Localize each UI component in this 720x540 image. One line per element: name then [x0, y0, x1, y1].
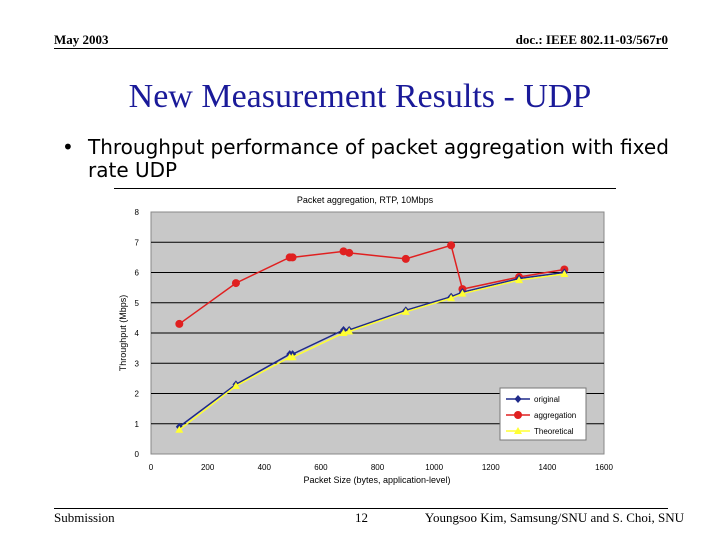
x-tick-label: 1600 — [595, 463, 613, 472]
footer-submission: Submission — [54, 510, 115, 525]
y-axis-label: Throughput (Mbps) — [118, 295, 128, 372]
y-tick-label: 8 — [135, 208, 140, 217]
y-tick-label: 4 — [135, 329, 140, 338]
header-rule — [54, 48, 668, 49]
y-tick-label: 6 — [135, 269, 140, 278]
data-point-triangle — [514, 427, 522, 434]
x-axis-label: Packet Size (bytes, application-level) — [303, 475, 450, 485]
footer-authors: Youngsoo Kim, Samsung/SNU and S. Choi, S… — [424, 510, 684, 525]
x-tick-label: 800 — [371, 463, 385, 472]
x-tick-labels: 0 200 400 600 800 1000 1200 1400 1600 — [149, 463, 614, 472]
throughput-chart: Packet aggregation, RTP, 10Mbps 0 1 2 3 4 5 6 7… — [114, 188, 616, 485]
legend-label: Theoretical — [534, 427, 574, 436]
legend-label: original — [534, 395, 560, 404]
x-tick-label: 0 — [149, 463, 154, 472]
x-tick-label: 200 — [201, 463, 215, 472]
y-tick-label: 0 — [135, 450, 140, 459]
bullet-symbol: • — [62, 135, 74, 159]
data-point-circle — [447, 241, 456, 250]
page-number: 12 — [355, 510, 368, 525]
y-tick-label: 7 — [135, 238, 140, 247]
legend-label: aggregation — [534, 411, 576, 420]
data-point-circle — [231, 279, 240, 288]
chart-title: Packet aggregation, RTP, 10Mbps — [297, 195, 434, 205]
data-point-circle — [288, 253, 297, 262]
data-point-triangle — [288, 353, 297, 361]
data-point-triangle — [401, 307, 410, 315]
x-tick-label: 1400 — [538, 463, 556, 472]
y-tick-label: 2 — [135, 390, 140, 399]
data-point-triangle — [560, 270, 569, 278]
x-tick-label: 400 — [258, 463, 272, 472]
data-point-triangle — [175, 425, 184, 433]
footer-rule — [54, 508, 668, 509]
slide-title: New Measurement Results - UDP — [128, 78, 592, 115]
data-point-circle — [175, 319, 184, 328]
x-tick-label: 1000 — [425, 463, 443, 472]
data-point-triangle — [515, 276, 524, 284]
y-tick-label: 1 — [135, 420, 140, 429]
y-tick-label: 5 — [135, 299, 140, 308]
data-point-triangle — [231, 381, 240, 389]
data-point-triangle — [345, 327, 354, 335]
bullet-text: Throughput performance of packet aggrega… — [88, 135, 669, 182]
chart-container: Packet aggregation, RTP, 10Mbps 0 1 2 3 4 5 6 7… — [114, 188, 616, 488]
data-point-circle — [401, 254, 410, 263]
series-layer — [175, 241, 569, 433]
data-point-triangle — [447, 294, 456, 302]
data-point-diamond — [514, 395, 522, 403]
header-doc-id: doc.: IEEE 802.11-03/567r0 — [515, 32, 668, 47]
y-tick-labels: 0 1 2 3 4 5 6 7 8 — [135, 208, 140, 459]
data-point-circle — [514, 411, 522, 419]
legend: original aggregation Theoretical — [499, 387, 587, 441]
y-tick-label: 3 — [135, 359, 140, 368]
data-point-circle — [345, 248, 354, 257]
x-tick-label: 1200 — [482, 463, 500, 472]
header-date: May 2003 — [54, 32, 109, 47]
data-point-triangle — [458, 289, 467, 297]
series-theoretical — [175, 270, 569, 433]
x-tick-label: 600 — [314, 463, 328, 472]
